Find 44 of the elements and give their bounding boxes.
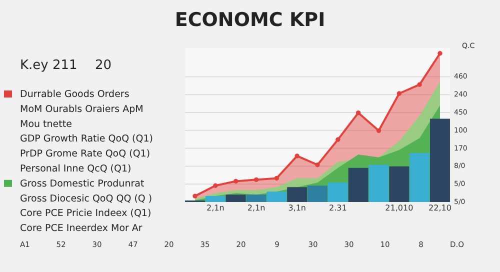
x-tick-label: 3,1n [288,204,306,212]
bar [410,152,430,202]
text: K.ey 211 [20,58,78,73]
text: Core PCE Pricie Indeex (Q1) [20,208,152,220]
point [192,194,198,198]
point [233,178,238,184]
x-tick-label: 21,010 [385,204,414,212]
bar [226,194,246,202]
chart-title: ECONOMC KPI [174,9,326,31]
point [254,177,259,182]
point [438,51,442,56]
text: Core PCE Ineerdex Mor Ar [20,223,142,234]
point [376,128,382,133]
bar [430,118,450,202]
x-tick-label: 22,10 [428,204,452,212]
text: Gross Diocesic QoQ QQ (Q ) [20,193,152,204]
bar [287,187,308,202]
x-tick-label: 2,1n [247,204,266,212]
point [417,82,422,87]
point [336,137,340,142]
bar [389,166,410,202]
point [356,110,361,116]
point [396,91,402,96]
text: GDP Growth Ratie QoQ (Q1) [20,134,153,145]
bar [348,168,368,202]
bar [205,196,226,202]
bar [266,192,287,202]
legend-label: Gross Domestic Produnrat [20,178,144,190]
text: Personal Inne QcQ (Q1) [20,164,132,174]
point [315,162,320,168]
legend-label: Durrable Goods Orders [20,89,130,100]
bar [328,182,348,202]
bar [307,186,328,202]
point [274,176,280,181]
text: 20 [95,58,112,73]
text: PrDP Grome Rate QoQ (Q1) [20,148,150,160]
bar [246,194,266,202]
point [213,183,218,188]
bar [368,164,389,202]
text: MoM Ourabls Oraiers ApM [20,104,144,115]
x-tick-label: 2.31 [329,204,347,212]
point [294,154,300,158]
x-tick-label: 2,1n [206,204,224,212]
text: Mou tnette [20,118,72,130]
